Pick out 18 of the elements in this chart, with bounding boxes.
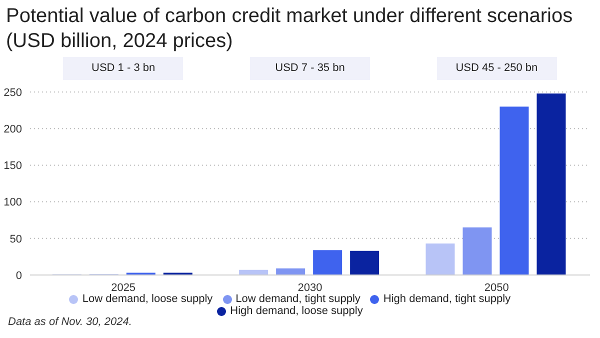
- legend-label: High demand, loose supply: [230, 305, 363, 317]
- x-tick-label: 2025: [111, 282, 136, 294]
- chart-title: Potential value of carbon credit market under different scenarios (USD billion, 2024 prices): [6, 4, 574, 54]
- y-tick-label: 150: [4, 160, 22, 172]
- x-tick-label: 2030: [298, 282, 322, 294]
- y-tick-label: 200: [4, 124, 22, 136]
- text: USD 45 - 250 bn: [436, 57, 557, 80]
- legend-label: Low demand, loose supply: [82, 293, 213, 305]
- x-tick-label: 2050: [484, 282, 509, 294]
- y-tick-label: 100: [4, 196, 22, 209]
- y-tick-label: 50: [10, 233, 22, 246]
- legend-label: High demand, tight supply: [383, 293, 511, 305]
- y-tick-label: 250: [4, 86, 22, 99]
- y-tick-label: 0: [16, 270, 22, 282]
- legend-label: Low demand, tight supply: [236, 293, 360, 305]
- text: USD 7 - 35 bn: [250, 57, 370, 80]
- text: USD 1 - 3 bn: [63, 57, 184, 80]
- text: Data as of Nov. 30, 2024.: [8, 316, 132, 328]
